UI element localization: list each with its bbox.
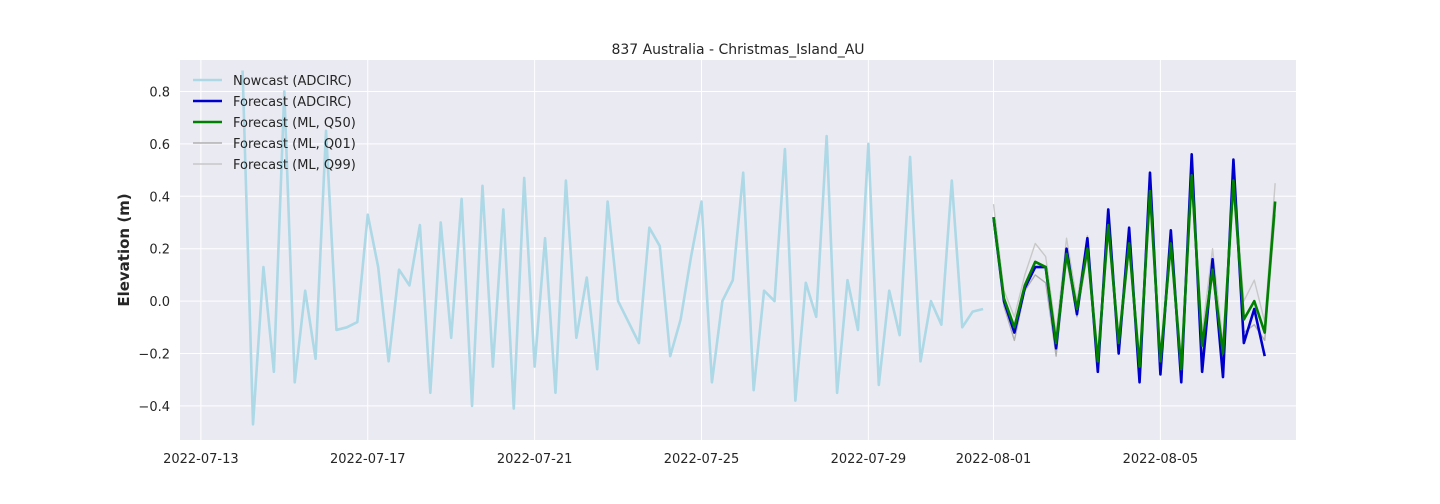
legend-label: Nowcast (ADCIRC) — [233, 74, 352, 89]
legend-label: Forecast (ML, Q01) — [233, 137, 356, 152]
y-tick-label: 0.0 — [149, 295, 170, 310]
x-tick-label: 2022-07-17 — [330, 452, 406, 467]
x-tick-label: 2022-07-25 — [664, 452, 740, 467]
y-tick-label: 0.4 — [149, 190, 170, 205]
y-tick-label: −0.2 — [138, 348, 170, 363]
legend-label: Forecast (ML, Q50) — [233, 116, 356, 131]
legend-label: Forecast (ADCIRC) — [233, 95, 352, 110]
series-layer — [241, 70, 1277, 426]
legend-label: Forecast (ML, Q99) — [233, 158, 356, 173]
x-tick-label: 2022-08-05 — [1123, 452, 1199, 467]
y-tick-label: −0.4 — [138, 400, 170, 415]
legend: Nowcast (ADCIRC) Forecast (ADCIRC) Forecas… — [193, 74, 356, 173]
x-tick-label: 2022-07-21 — [497, 452, 573, 467]
y-tick-label: 0.2 — [149, 243, 170, 258]
y-axis: −0.4 −0.2 0.0 0.2 0.4 0.6 0.8 — [138, 85, 170, 414]
series-line-forecast-ml-q50 — [992, 174, 1277, 371]
x-axis: 2022-07-13 2022-07-17 2022-07-21 2022-07-25… — [163, 452, 1198, 467]
series-line-forecast-adcirc — [992, 153, 1266, 384]
chart-title: 837 Australia - Christmas_Island_AU — [611, 42, 864, 58]
series-line-nowcast-adcirc — [241, 70, 984, 426]
y-tick-label: 0.8 — [149, 85, 170, 100]
y-axis-label: Elevation (m) — [115, 193, 133, 306]
y-tick-label: 0.6 — [149, 138, 170, 153]
x-tick-label: 2022-07-13 — [163, 452, 239, 467]
x-tick-label: 2022-08-01 — [956, 452, 1032, 467]
x-tick-label: 2022-07-29 — [831, 452, 907, 467]
